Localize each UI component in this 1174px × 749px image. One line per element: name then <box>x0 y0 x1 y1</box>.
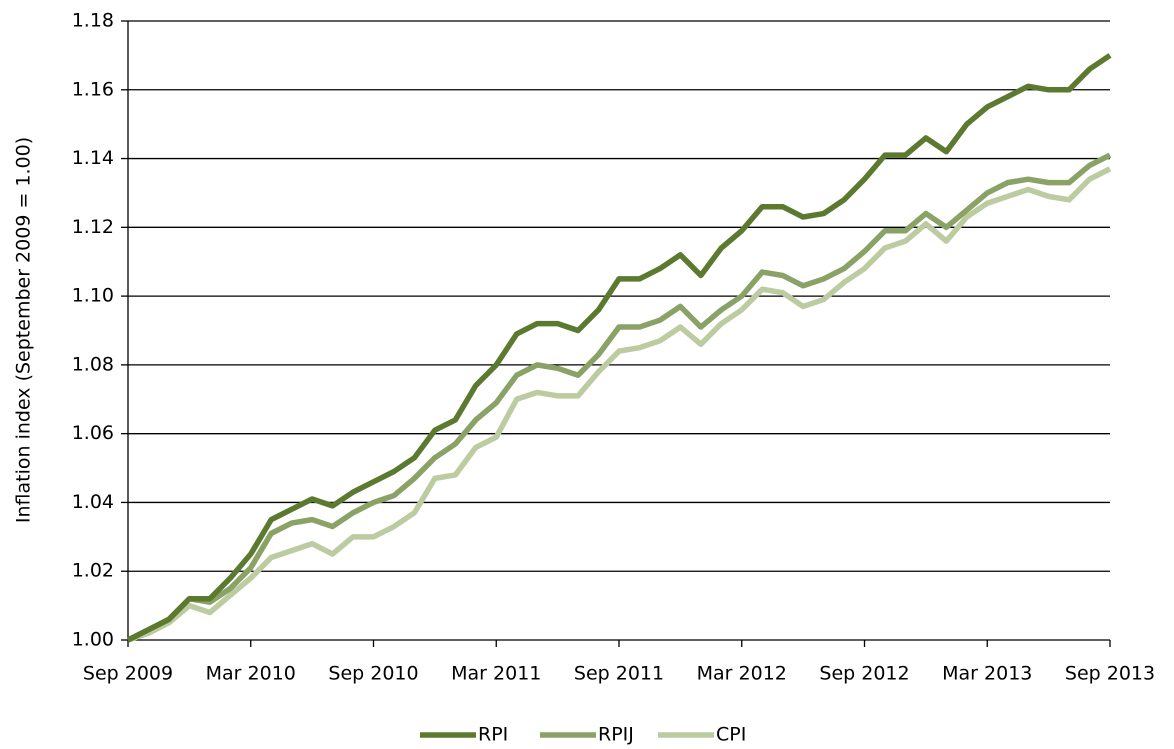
y-tick-label: 1.16 <box>72 78 114 100</box>
x-tick-label: Sep 2009 <box>83 663 173 685</box>
y-tick-label: 1.04 <box>72 491 114 513</box>
x-tick-label: Sep 2011 <box>574 663 664 685</box>
y-tick-label: 1.02 <box>72 560 114 582</box>
y-tick-label: 1.12 <box>72 216 114 238</box>
legend-label: CPI <box>716 724 746 746</box>
y-tick-label: 1.00 <box>72 629 114 651</box>
y-axis-label: Inflation index (September 2009 = 1.00) <box>13 137 35 523</box>
x-tick-label: Mar 2012 <box>697 663 787 685</box>
series-line <box>126 53 1112 643</box>
x-tick-label: Sep 2010 <box>328 663 418 685</box>
y-tick-label: 1.14 <box>72 147 114 169</box>
series-line <box>127 166 1112 643</box>
legend-label: RPIJ <box>598 724 634 746</box>
y-tick-label: 1.08 <box>72 353 114 375</box>
y-tick-label: 1.18 <box>72 10 114 32</box>
x-tick-label: Mar 2013 <box>942 663 1032 685</box>
x-tick-label: Sep 2013 <box>1065 663 1155 685</box>
legend-label: RPI <box>478 724 508 746</box>
x-tick-label: Sep 2012 <box>819 663 909 685</box>
series-line <box>126 152 1112 643</box>
y-tick-label: 1.10 <box>72 285 114 307</box>
y-tick-label: 1.06 <box>72 422 114 444</box>
x-tick-label: Mar 2010 <box>206 663 296 685</box>
x-tick-label: Mar 2011 <box>451 663 541 685</box>
